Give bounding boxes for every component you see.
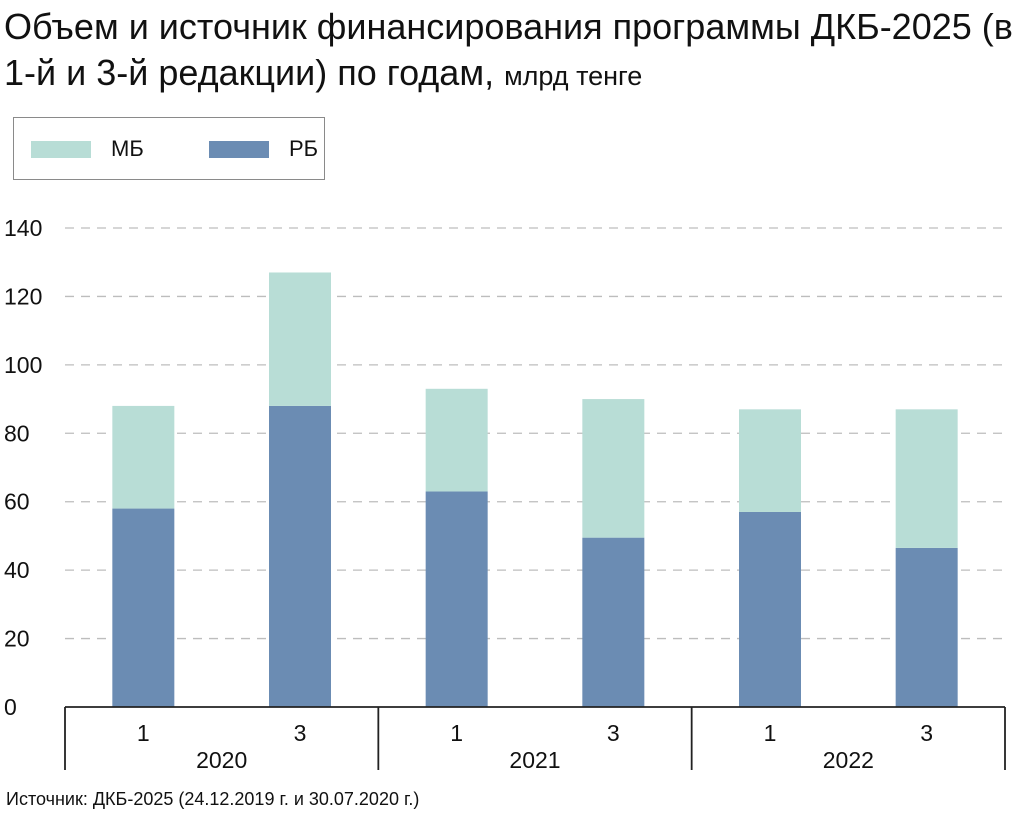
chart-title: Объем и источник финансирования программ… (4, 4, 1019, 99)
legend: МБ РБ (13, 117, 325, 180)
y-axis-ticks: 0 20 40 60 80 100 120 140 (4, 215, 42, 720)
x-tick-label: 3 (920, 720, 933, 746)
bar-rb (739, 511, 801, 707)
legend-swatch-rb (209, 140, 269, 158)
bar-rb (425, 491, 488, 707)
y-tick-label: 0 (4, 694, 17, 720)
group-label: 2021 (509, 747, 560, 773)
bar-mb (739, 409, 801, 512)
x-tick-label: 3 (294, 720, 307, 746)
bar-mb (269, 272, 331, 406)
source-note: Источник: ДКБ-2025 (24.12.2019 г. и 30.0… (6, 789, 420, 809)
bar-mb (582, 399, 645, 538)
y-tick-label: 140 (4, 215, 42, 241)
x-tick-label: 3 (607, 720, 620, 746)
legend-item-mb: МБ (31, 136, 144, 161)
legend-label-mb: МБ (111, 136, 144, 161)
y-tick-label: 20 (4, 626, 30, 652)
x-tick-label: 1 (450, 720, 463, 746)
gridlines (65, 227, 1005, 640)
title-main: Объем и источник финансирования программ… (4, 6, 1013, 93)
y-tick-label: 100 (4, 352, 42, 378)
x-tick-label: 1 (764, 720, 777, 746)
bars (112, 272, 958, 707)
legend-label-rb: РБ (289, 136, 319, 161)
bar-mb (425, 388, 488, 492)
bar-rb (582, 537, 645, 707)
x-axis: 1 3 1 3 1 3 2020 2021 2022 (64, 706, 1006, 773)
bar-rb (269, 405, 331, 707)
legend-swatch-mb (31, 140, 91, 158)
y-tick-label: 40 (4, 557, 30, 583)
y-tick-label: 80 (4, 420, 30, 446)
group-label: 2020 (196, 747, 247, 773)
y-tick-label: 60 (4, 489, 30, 515)
bar-mb (112, 405, 175, 509)
y-tick-label: 120 (4, 283, 42, 309)
bar-mb (895, 409, 958, 548)
bar-rb (112, 508, 175, 707)
group-label: 2022 (823, 747, 874, 773)
title-unit: млрд тенге (504, 61, 643, 91)
legend-item-rb: РБ (209, 136, 319, 161)
bar-rb (895, 547, 958, 707)
x-tick-label: 1 (137, 720, 150, 746)
